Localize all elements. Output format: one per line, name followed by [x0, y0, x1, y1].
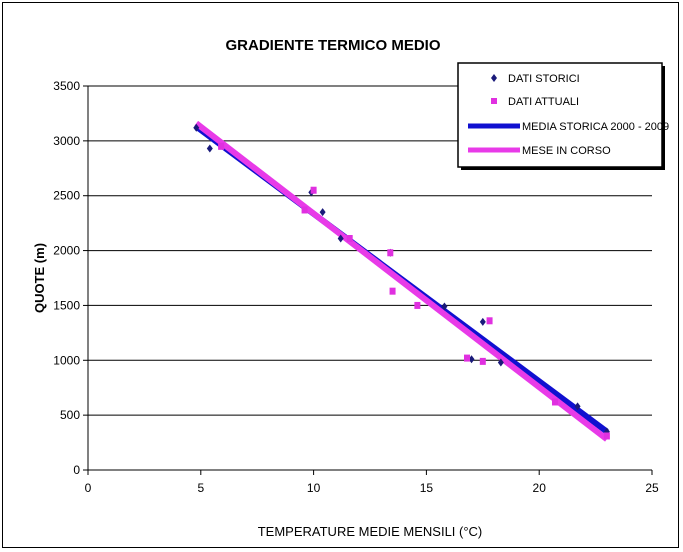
point-s1-11	[603, 432, 610, 440]
legend-shadow-right	[662, 66, 665, 170]
legend-marker-0	[491, 74, 497, 82]
legend-label-2: MEDIA STORICA 2000 - 2009	[522, 121, 669, 133]
point-s0-9	[497, 358, 504, 367]
point-s1-10	[551, 398, 558, 406]
point-s1-3	[346, 235, 353, 243]
x-axis-label: TEMPERATURE MEDIE MENSILI (°C)	[258, 524, 483, 539]
point-s1-8	[479, 357, 486, 365]
x-tick-label-0: 0	[85, 481, 92, 495]
point-s0-1	[206, 144, 213, 153]
series-line-3	[194, 120, 609, 442]
point-s0-0	[193, 123, 200, 132]
point-s1-4	[387, 249, 394, 257]
y-tick-label-7: 3500	[53, 79, 80, 93]
legend-shadow-bottom	[461, 167, 665, 170]
point-s1-9	[486, 317, 493, 325]
x-tick-label-1: 5	[197, 481, 204, 495]
legend-label-3: MESE IN CORSO	[522, 145, 611, 157]
y-tick-labels: 0 500 1000 1500 2000 2500 3000 3500	[53, 79, 80, 477]
y-tick-label-5: 2500	[53, 189, 80, 203]
y-tick-label-4: 2000	[53, 244, 80, 258]
legend-label-1: DATI ATTUALI	[508, 96, 579, 108]
y-tick-label-3: 1500	[53, 298, 80, 312]
chart-title: GRADIENTE TERMICO MEDIO	[225, 37, 440, 54]
y-tick-label-6: 3000	[53, 134, 80, 148]
y-tick-label-1: 500	[60, 408, 80, 422]
x-tick-labels: 0 5 10 15 20 25	[85, 481, 659, 495]
point-s1-6	[414, 301, 421, 309]
point-s0-10	[574, 402, 581, 411]
point-s0-6	[441, 302, 448, 311]
point-s0-7	[468, 355, 475, 364]
y-tick-label-0: 0	[73, 463, 80, 477]
regression-lines	[194, 120, 609, 442]
x-tick-label-4: 20	[533, 481, 547, 495]
legend: DATI STORICI DATI ATTUALI MEDIA STORICA 20…	[457, 62, 669, 170]
point-s0-4	[337, 234, 344, 243]
x-tick-label-3: 15	[420, 481, 434, 495]
axes	[83, 85, 653, 475]
y-tick-label-2: 1000	[53, 353, 80, 367]
point-s1-7	[464, 354, 471, 362]
point-s1-2	[310, 186, 317, 194]
point-s0-8	[479, 317, 486, 326]
legend-marker-1	[491, 98, 497, 104]
point-s0-3	[319, 208, 326, 217]
point-s1-0	[218, 142, 225, 150]
x-tick-label-5: 25	[645, 481, 659, 495]
legend-label-0: DATI STORICI	[508, 73, 580, 85]
x-tick-label-2: 10	[307, 481, 321, 495]
y-axis-label: QUOTE (m)	[32, 243, 47, 313]
data-points	[193, 123, 610, 440]
point-s1-1	[301, 206, 308, 214]
point-s1-5	[389, 287, 396, 295]
